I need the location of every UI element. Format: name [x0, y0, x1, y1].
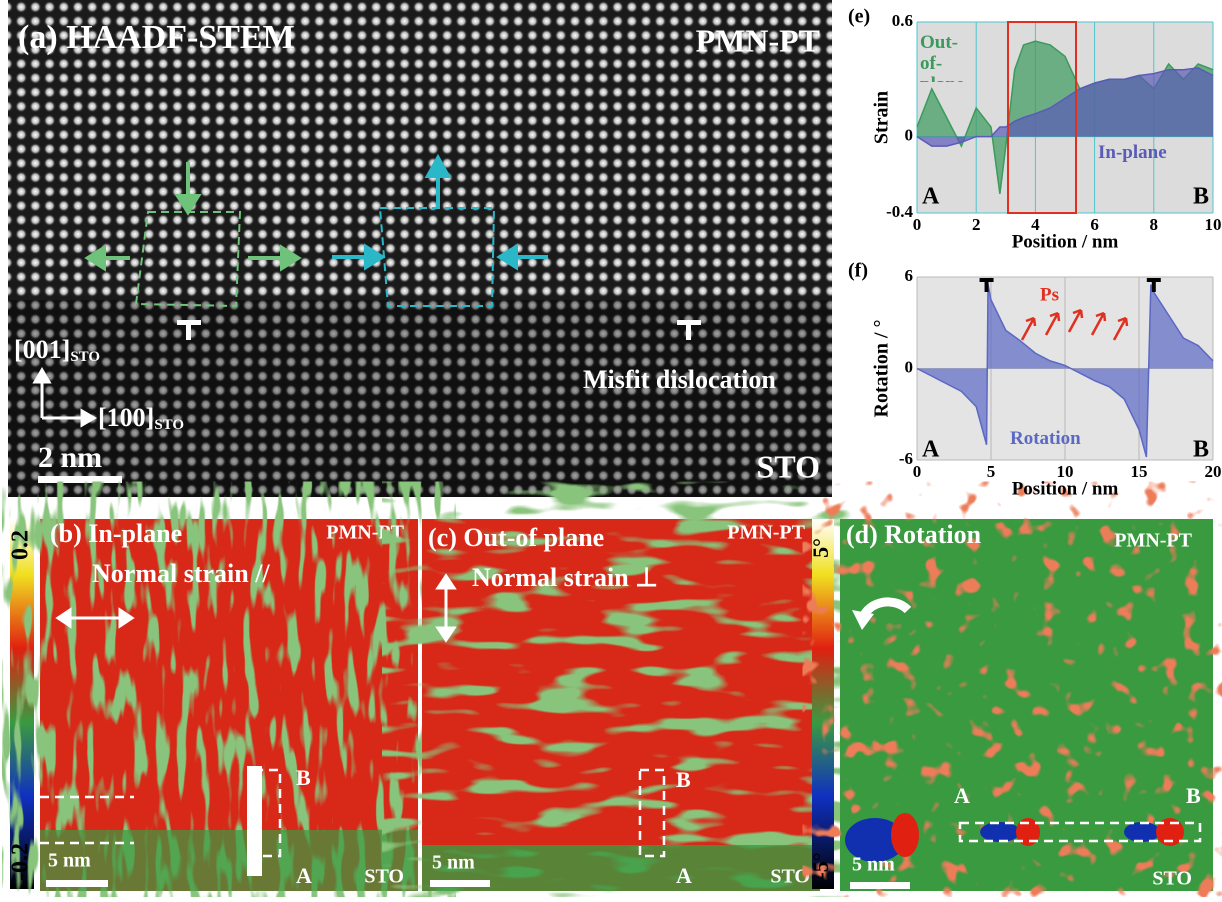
y-tick-label: 0	[905, 126, 914, 145]
legend-label: Out-of-plane	[920, 32, 980, 82]
panel-c: (c) Out-of plane Normal strain ⊥ PMN-PT …	[422, 519, 820, 891]
panel-title: (c) Out-of plane	[428, 523, 604, 552]
y-tick-label: -0.4	[886, 202, 913, 221]
film-label: PMN-PT	[727, 522, 805, 544]
substrate-label: STO	[757, 448, 820, 484]
dislocation-label: Misfit dislocation	[583, 365, 776, 394]
point-label: A	[676, 863, 692, 888]
x-tick-label: 5	[987, 462, 996, 481]
panel-title: (b) In-plane	[50, 519, 182, 548]
charts: 0246810-0.400.6Out-of-planeIn-planeAB(e)…	[848, 6, 1222, 500]
y-axis-label: Rotation / °	[871, 320, 893, 418]
y-axis-label: Strain	[871, 91, 893, 144]
axis-label: [001]	[14, 335, 70, 364]
colorbar-min: -5°	[808, 852, 833, 879]
x-axis-label: Position / nm	[1012, 231, 1119, 252]
figure: (a) HAADF-STEM PMN-PT [001]STO [100]STO …	[0, 0, 1222, 897]
legend-label: Out-of-plane	[920, 32, 980, 82]
scale-label: 5 nm	[852, 854, 895, 876]
point-label: B	[676, 767, 691, 792]
chart-title: (e)	[848, 6, 870, 28]
x-tick-label: 20	[1205, 462, 1222, 481]
panel-title: (d) Rotation	[846, 520, 982, 549]
x-tick-label: 10	[1205, 215, 1222, 234]
panel-subtitle: Normal strain //	[92, 559, 270, 588]
y-tick-label: 0.6	[892, 11, 913, 30]
point-label: A	[296, 863, 312, 888]
legend-label: In-plane	[1098, 142, 1188, 192]
scale-label: 5 nm	[48, 850, 91, 872]
annotation: A	[922, 184, 940, 210]
colorbar-min: -0.2	[8, 843, 34, 881]
film-label: PMN-PT	[1114, 530, 1192, 552]
x-tick-label: 15	[1131, 462, 1148, 481]
panel-a: (a) HAADF-STEM PMN-PT [001]STO [100]STO …	[8, 0, 832, 497]
panel-title: (a) HAADF-STEM	[18, 19, 295, 56]
panel-subtitle: Normal strain ⊥	[472, 563, 658, 592]
legend-label: Rotation	[1010, 428, 1110, 478]
substrate-label: STO	[364, 866, 404, 888]
point-label: A	[954, 783, 970, 808]
legend-label: Rotation	[1010, 428, 1110, 449]
x-tick-label: 8	[1150, 215, 1159, 234]
annotation: B	[1193, 184, 1209, 210]
chart-title: (f)	[848, 260, 868, 282]
y-tick-label: 6	[905, 266, 914, 285]
y-tick-label: -6	[899, 449, 913, 468]
axis-label: [100]	[98, 403, 154, 432]
annotation: A	[922, 437, 940, 463]
point-label: B	[1186, 783, 1201, 808]
scale-label: 2 nm	[38, 441, 102, 474]
x-axis-label: Position / nm	[1012, 478, 1119, 499]
substrate-label: STO	[770, 866, 810, 888]
annotation: B	[1193, 437, 1209, 463]
y-tick-label: 0	[905, 357, 914, 376]
legend-label: In-plane	[1098, 142, 1188, 163]
colorbar-max: 5°	[808, 538, 833, 558]
film-label: PMN-PT	[326, 522, 404, 544]
annotation: Ps	[1040, 284, 1059, 305]
substrate-label: STO	[1152, 868, 1192, 890]
axis-sub: STO	[154, 417, 184, 433]
scale-label: 5 nm	[432, 852, 475, 874]
panel-b: 0.2 -0.2 (b) In-plane Normal strain // P…	[8, 519, 419, 891]
axis-sub: STO	[70, 349, 100, 365]
colorbar-max: 0.2	[8, 530, 34, 560]
panel-d: 5° -5° (d) Rotation PMN-PT A B 5 nm STO	[808, 519, 1213, 891]
x-tick-label: 2	[972, 215, 981, 234]
x-tick-label: 0	[913, 462, 922, 481]
x-tick-label: 0	[913, 215, 922, 234]
point-label: B	[296, 765, 311, 790]
film-label: PMN-PT	[696, 22, 820, 58]
